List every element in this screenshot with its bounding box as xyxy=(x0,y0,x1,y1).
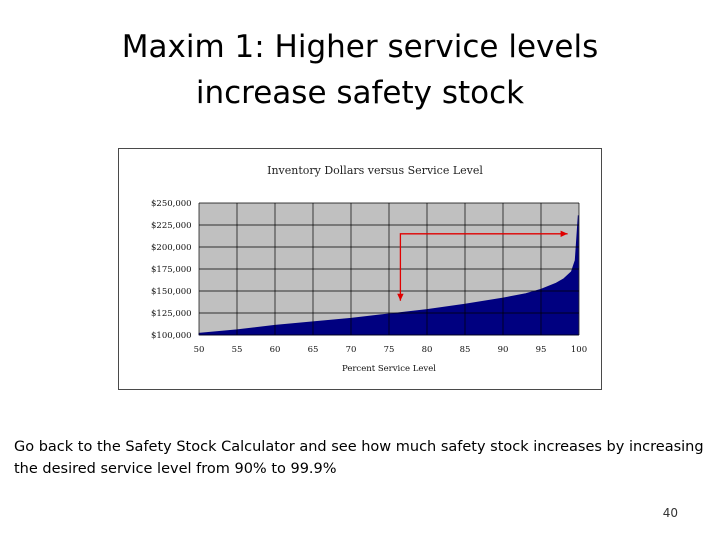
x-tick-label: 75 xyxy=(384,345,395,355)
y-tick-label: $200,000 xyxy=(151,243,192,253)
x-tick-label: 60 xyxy=(270,345,281,355)
slide-title-line-1: Maxim 1: Higher service levels xyxy=(121,29,599,65)
x-tick-label: 90 xyxy=(498,345,509,355)
x-tick-label: 50 xyxy=(194,345,205,355)
x-axis-label: Percent Service Level xyxy=(342,364,436,374)
slide-title-line-2: increase safety stock xyxy=(195,75,525,111)
page-number: 40 xyxy=(662,506,678,520)
x-tick-label: 70 xyxy=(346,345,357,355)
chart-frame: Inventory Dollars versus Service Level $… xyxy=(118,148,602,390)
annotation-arrowhead-down xyxy=(397,293,404,301)
x-tick-label: 85 xyxy=(460,345,471,355)
chart-title: Inventory Dollars versus Service Level xyxy=(267,164,483,177)
chart-svg: Inventory Dollars versus Service Level $… xyxy=(151,164,587,374)
x-tick-label: 65 xyxy=(308,345,319,355)
y-tick-label: $125,000 xyxy=(151,309,192,319)
y-tick-label: $250,000 xyxy=(151,199,192,209)
slide-title: Maxim 1: Higher service levels increase … xyxy=(60,24,660,116)
x-tick-label: 95 xyxy=(536,345,547,355)
x-tick-label: 80 xyxy=(422,345,433,355)
y-tick-label: $225,000 xyxy=(151,221,192,231)
x-tick-label: 100 xyxy=(571,345,587,355)
y-tick-label: $175,000 xyxy=(151,265,192,275)
y-tick-label: $100,000 xyxy=(151,331,192,341)
annotation-arrow-path xyxy=(399,233,568,301)
slide-caption: Go back to the Safety Stock Calculator a… xyxy=(14,439,704,477)
annotation-arrowhead-right xyxy=(560,230,568,237)
x-tick-label: 55 xyxy=(232,345,243,355)
y-tick-label: $150,000 xyxy=(151,287,192,297)
